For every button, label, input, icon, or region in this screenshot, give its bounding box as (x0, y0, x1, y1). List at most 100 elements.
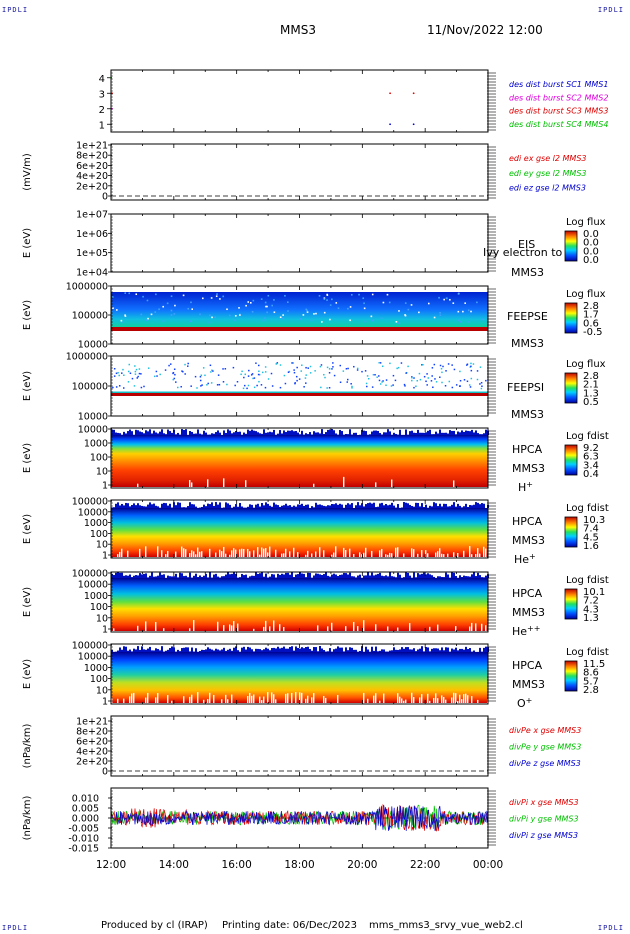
spectrogram-edge (405, 502, 407, 508)
spectrogram-edge (323, 433, 325, 435)
spectrogram-speckle (380, 317, 383, 319)
spectrogram-edge (233, 647, 235, 652)
spectrogram-speckle (394, 379, 397, 382)
spectrogram-edge (189, 431, 191, 435)
spectrogram-edge (375, 574, 377, 578)
spectrogram-speckle (169, 363, 172, 365)
spectrogram-speckle (128, 363, 130, 366)
spectrogram-gap (123, 698, 125, 703)
spectrogram-speckle (222, 368, 224, 370)
spectrogram-edge (225, 650, 227, 652)
spectrogram-gap (421, 694, 423, 703)
spectrogram-edge (357, 575, 359, 578)
spectrogram-edge (435, 431, 437, 435)
spectrogram-speckle (418, 372, 421, 375)
spectrogram-edge (483, 433, 485, 435)
spectrogram-speckle (470, 377, 473, 380)
spectrogram-gap (457, 552, 459, 557)
spectrogram-edge (391, 502, 393, 508)
spectrogram-gap (411, 692, 413, 703)
spectrogram-speckle (294, 382, 296, 385)
spectrogram-speckle (166, 302, 169, 305)
spectrogram-edge (407, 647, 409, 652)
y-tick-label: 1 (99, 120, 105, 131)
spectrogram-speckle (347, 367, 349, 370)
spectrogram-speckle (113, 375, 116, 377)
spectrogram-edge (181, 429, 183, 435)
legend-entry: des dist burst SC3 MMS3 (509, 107, 608, 116)
spectrogram-speckle (187, 362, 189, 365)
spectrogram-gap (117, 554, 119, 557)
spectrogram-speckle (200, 385, 202, 387)
spectrogram-gap (289, 551, 291, 557)
spectrogram-gap (207, 479, 209, 487)
y-tick-label: 2e+20 (76, 181, 108, 192)
spectrogram-gap (403, 553, 405, 557)
spectrogram-edge (257, 503, 259, 508)
spectrogram-edge (159, 431, 161, 435)
spectrogram-edge (365, 431, 367, 435)
colorbar-tick-label: 7.4 (583, 524, 599, 535)
spectrogram-edge (463, 506, 465, 508)
spectrogram-gap (391, 479, 393, 487)
spectrogram-speckle (305, 374, 307, 376)
spectrogram-edge (131, 431, 133, 435)
spectrogram-edge (179, 502, 181, 508)
spectrogram-speckle (267, 294, 270, 297)
spectrogram-speckle (300, 370, 303, 372)
spectrogram-edge (239, 502, 241, 508)
spectrogram-edge (447, 574, 449, 578)
spectrogram-edge (429, 651, 431, 652)
spectrogram-gap (221, 551, 223, 557)
spectrogram-speckle (457, 319, 459, 322)
spectrogram-gap (417, 553, 419, 557)
spectrogram-speckle (137, 375, 139, 378)
spectrogram-speckle (234, 384, 236, 387)
spectrogram-speckle (440, 367, 443, 370)
spectrogram-edge (355, 505, 357, 508)
spectrogram-edge (343, 651, 345, 652)
instrument-label: FEEPSE (507, 310, 548, 323)
spectrogram-edge (249, 504, 251, 508)
spectrogram-speckle (441, 381, 443, 384)
spectrogram-gap (455, 693, 457, 703)
spectrogram-edge (443, 577, 445, 578)
spectrogram-edge (253, 430, 255, 435)
spectrogram-edge (375, 646, 377, 652)
spectrogram-gap (343, 547, 345, 557)
spectrogram-speckle (187, 365, 189, 367)
spectrogram-edge (475, 502, 477, 508)
spectrogram-edge (327, 575, 329, 578)
spectrogram-gap (477, 699, 479, 703)
spectrogram-gap (139, 548, 141, 557)
spectrogram-speckle (112, 307, 114, 310)
spectrogram-edge (377, 651, 379, 652)
spectrogram-speckle (260, 298, 263, 300)
spectrogram-gap (481, 623, 483, 631)
spectrogram-speckle (251, 373, 254, 375)
spectrogram-edge (137, 575, 139, 578)
colorbar (564, 660, 578, 692)
spectrogram-gap (475, 623, 477, 631)
spectrogram-gap (261, 547, 263, 557)
spectrogram-speckle (419, 378, 422, 381)
spectrogram-edge (241, 573, 243, 578)
y-tick-label: 1000 (84, 439, 108, 450)
spectrogram-edge (141, 432, 143, 435)
spectrogram-edge (285, 432, 287, 435)
spectrogram-speckle (453, 368, 456, 371)
spectrogram-edge (233, 432, 235, 435)
spectrogram-speckle (247, 384, 250, 387)
spectrogram-gap (265, 620, 267, 631)
spectrogram-edge (455, 506, 457, 508)
spectrogram-speckle (367, 377, 370, 380)
spectrogram-edge (457, 503, 459, 508)
spectrogram-edge (117, 502, 119, 508)
spectrogram-edge (163, 433, 165, 435)
spectrogram-speckle (480, 381, 483, 384)
spectrogram-edge (275, 648, 277, 652)
spectrogram-edge (329, 576, 331, 578)
spectrogram-edge (177, 502, 179, 508)
spectrogram-gap (397, 547, 399, 557)
spectrogram-band (111, 327, 488, 331)
